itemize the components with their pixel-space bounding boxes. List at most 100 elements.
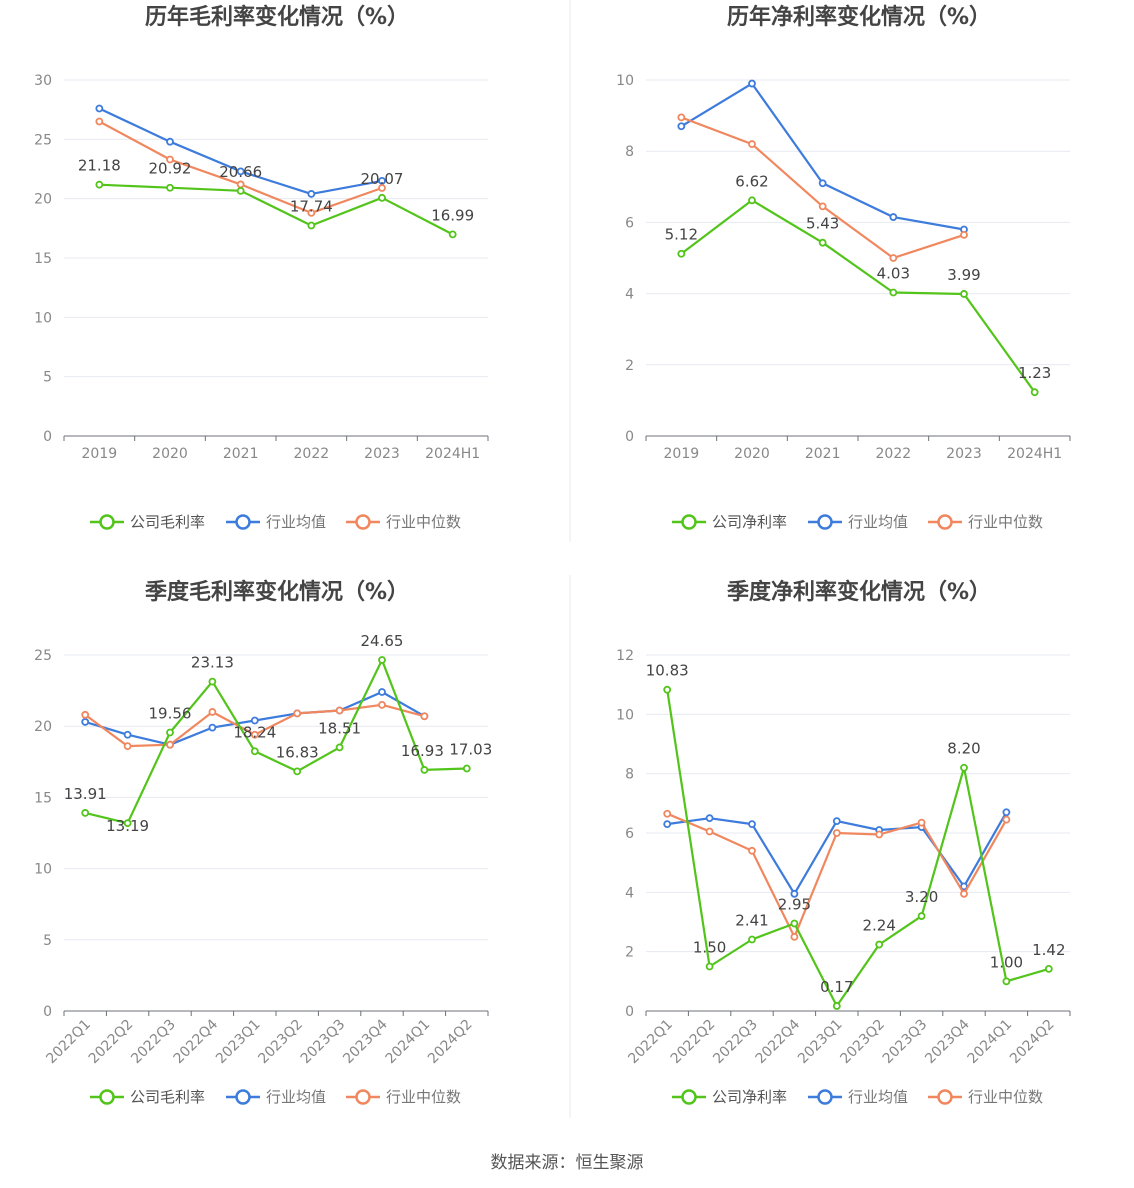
data-point[interactable] <box>960 889 968 898</box>
data-point[interactable] <box>166 155 174 164</box>
legend-item-1[interactable]: 行业均值 <box>226 1088 326 1106</box>
data-label: 21.18 <box>78 157 121 175</box>
data-point[interactable] <box>875 830 884 839</box>
data-point[interactable] <box>748 935 756 944</box>
data-point[interactable] <box>95 117 104 126</box>
data-point[interactable] <box>875 940 884 949</box>
data-point[interactable] <box>250 730 259 739</box>
x-tick-label: 2022Q4 <box>171 1016 222 1067</box>
data-point[interactable] <box>236 167 245 176</box>
data-point[interactable] <box>818 202 827 211</box>
data-point[interactable] <box>236 180 245 189</box>
data-point[interactable] <box>293 709 302 718</box>
data-point[interactable] <box>889 254 898 262</box>
data-point[interactable] <box>960 290 968 298</box>
data-point[interactable] <box>790 919 799 928</box>
legend-item-0[interactable]: 公司净利率 <box>672 1088 787 1106</box>
legend-item-0[interactable]: 公司毛利率 <box>90 513 205 531</box>
data-point[interactable] <box>790 932 799 941</box>
data-point[interactable] <box>378 688 386 696</box>
data-point[interactable] <box>335 743 344 752</box>
data-point[interactable] <box>818 238 827 247</box>
data-point[interactable] <box>663 685 672 694</box>
data-point[interactable] <box>166 740 174 749</box>
data-point[interactable] <box>123 730 132 739</box>
data-point[interactable] <box>95 104 104 113</box>
data-point[interactable] <box>748 196 756 205</box>
data-point[interactable] <box>832 817 841 826</box>
legend-item-1[interactable]: 行业均值 <box>808 1088 908 1106</box>
data-point[interactable] <box>889 213 898 221</box>
data-point[interactable] <box>448 230 457 239</box>
data-point[interactable] <box>1002 977 1011 986</box>
legend-label: 行业均值 <box>266 513 326 531</box>
legend-item-0[interactable]: 公司毛利率 <box>90 1088 205 1106</box>
legend-item-2[interactable]: 行业中位数 <box>346 513 461 531</box>
data-point[interactable] <box>420 766 429 774</box>
data-point[interactable] <box>250 747 259 756</box>
y-tick-label: 10 <box>616 73 634 89</box>
data-point[interactable] <box>293 767 302 776</box>
data-point[interactable] <box>208 677 217 686</box>
x-tick-label: 2021 <box>805 446 841 462</box>
data-point[interactable] <box>960 763 968 772</box>
data-point[interactable] <box>166 137 174 146</box>
data-point[interactable] <box>307 209 316 217</box>
legend-item-1[interactable]: 行业均值 <box>226 513 326 531</box>
data-point[interactable] <box>236 186 245 195</box>
data-point[interactable] <box>378 184 386 192</box>
data-point[interactable] <box>748 79 756 88</box>
legend-item-2[interactable]: 行业中位数 <box>346 1088 461 1106</box>
data-point[interactable] <box>1002 808 1011 817</box>
legend-item-0[interactable]: 公司净利率 <box>672 513 787 531</box>
data-point[interactable] <box>420 712 429 721</box>
data-point[interactable] <box>208 723 217 732</box>
data-point[interactable] <box>748 140 756 148</box>
data-point[interactable] <box>81 809 90 817</box>
data-point[interactable] <box>378 656 386 664</box>
data-point[interactable] <box>790 889 799 898</box>
data-point[interactable] <box>832 829 841 837</box>
data-point[interactable] <box>378 176 386 185</box>
data-point[interactable] <box>818 179 827 188</box>
data-point[interactable] <box>677 249 686 258</box>
data-point[interactable] <box>917 912 926 920</box>
data-point[interactable] <box>166 183 174 192</box>
data-point[interactable] <box>832 1002 841 1010</box>
data-point[interactable] <box>378 193 386 202</box>
data-point[interactable] <box>748 820 756 829</box>
data-point[interactable] <box>663 809 672 818</box>
data-point[interactable] <box>1030 388 1039 397</box>
data-point[interactable] <box>705 827 714 836</box>
data-point[interactable] <box>95 180 104 189</box>
data-point[interactable] <box>663 820 672 829</box>
data-point[interactable] <box>81 718 90 726</box>
data-point[interactable] <box>250 716 259 725</box>
data-point[interactable] <box>705 962 714 971</box>
data-point[interactable] <box>748 846 756 855</box>
data-point[interactable] <box>81 710 90 719</box>
series-line <box>680 199 1036 393</box>
data-point[interactable] <box>889 288 898 297</box>
data-point[interactable] <box>1044 964 1053 973</box>
data-point[interactable] <box>123 819 132 828</box>
data-point[interactable] <box>705 814 714 823</box>
y-tick-label: 10 <box>34 310 52 326</box>
legend-item-1[interactable]: 行业均值 <box>808 513 908 531</box>
data-point[interactable] <box>335 706 344 715</box>
data-point[interactable] <box>307 221 316 230</box>
data-point[interactable] <box>462 764 471 773</box>
data-point[interactable] <box>123 742 132 751</box>
data-point[interactable] <box>960 230 968 239</box>
legend-item-2[interactable]: 行业中位数 <box>928 1088 1043 1106</box>
data-point[interactable] <box>378 700 386 709</box>
data-point[interactable] <box>307 190 316 198</box>
data-point[interactable] <box>917 818 926 827</box>
data-point[interactable] <box>1002 815 1011 824</box>
data-point[interactable] <box>677 113 686 122</box>
data-point[interactable] <box>208 708 217 716</box>
legend-item-2[interactable]: 行业中位数 <box>928 513 1043 531</box>
circle-line-icon <box>817 514 833 530</box>
data-point[interactable] <box>166 728 174 737</box>
data-point[interactable] <box>677 122 686 131</box>
